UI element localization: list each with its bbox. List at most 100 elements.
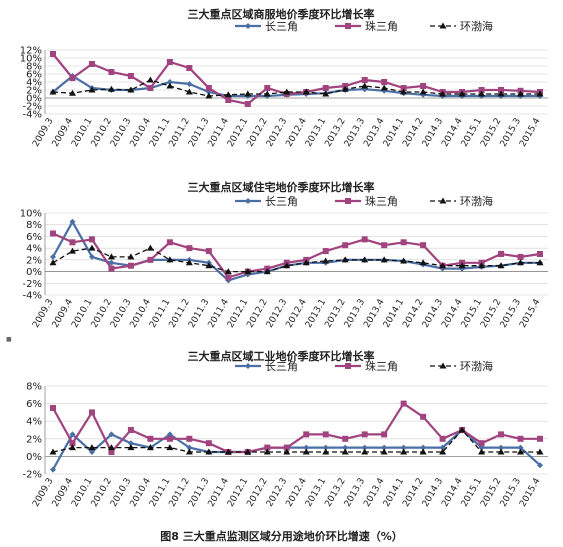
chart-residential: 三大重点区域住宅地价季度环比增长率-4%-2%0%2%4%6%8%10%2009…	[20, 180, 548, 330]
data-point-zsj	[186, 245, 193, 252]
data-point-zsj	[420, 413, 427, 420]
data-point-zsj	[381, 431, 388, 438]
legend-label-hbh: 环渤海	[460, 19, 493, 33]
data-point-csj	[537, 462, 543, 469]
data-point-hbh	[419, 448, 427, 455]
data-point-zsj	[205, 85, 212, 91]
data-point-hbh	[166, 256, 174, 263]
data-point-zsj	[69, 75, 76, 81]
data-point-zsj	[69, 239, 76, 246]
data-point-hbh	[205, 92, 213, 99]
y-axis: -2% 0% 2% 4% 6% 8%	[23, 382, 42, 481]
data-point-hbh	[88, 86, 96, 93]
y-tick-label: 2%	[26, 255, 42, 266]
data-point-hbh	[107, 85, 115, 92]
data-point-hbh	[419, 259, 427, 266]
data-point-zsj	[420, 242, 427, 249]
data-point-hbh	[341, 256, 349, 263]
data-point-zsj	[498, 87, 505, 93]
data-point-hbh	[322, 257, 330, 264]
data-point-zsj	[303, 431, 310, 438]
data-point-hbh	[244, 268, 252, 275]
data-point-csj	[69, 218, 76, 225]
data-point-hbh	[302, 259, 310, 266]
data-point-zsj	[439, 435, 446, 442]
legend-label-zsj: 珠三角	[365, 359, 398, 373]
data-point-hbh	[302, 88, 310, 95]
data-point-csj	[342, 444, 349, 451]
chart-industrial: 三大重点区域工业地价季度环比增长率 -2% 0% 2% 4% 6% 8% 2009.32009…	[23, 349, 548, 509]
data-point-zsj	[108, 69, 115, 75]
data-point-csj	[186, 444, 193, 451]
y-tick-label: 10%	[20, 54, 42, 65]
chart-title: 三大重点区域商服地价季度环比增长率	[188, 7, 375, 21]
data-point-zsj	[147, 435, 154, 442]
data-point-hbh	[497, 448, 505, 455]
data-point-zsj	[498, 431, 505, 438]
series-line-zsj	[52, 402, 540, 454]
y-tick-label: 8%	[26, 62, 42, 73]
data-point-hbh	[458, 90, 466, 97]
data-point-hbh	[536, 448, 544, 455]
data-point-hbh	[68, 444, 76, 451]
data-point-hbh	[205, 262, 213, 269]
data-point-csj	[381, 444, 388, 451]
series-zsj	[50, 51, 543, 107]
data-point-zsj	[322, 431, 329, 438]
data-point-zsj	[244, 101, 251, 107]
data-point-hbh	[341, 448, 349, 455]
data-point-hbh	[439, 262, 447, 269]
data-point-zsj	[537, 251, 543, 257]
series-line-hbh	[52, 247, 540, 273]
data-point-hbh	[497, 90, 505, 97]
y-tick-label: 4%	[26, 417, 42, 428]
legend-marker-csj	[245, 363, 251, 369]
legend-marker-hbh	[439, 197, 447, 204]
data-point-zsj	[205, 440, 212, 447]
data-point-hbh	[302, 448, 310, 455]
data-point-hbh	[478, 262, 486, 269]
data-point-hbh	[146, 76, 154, 83]
data-point-zsj	[400, 239, 407, 246]
data-point-hbh	[497, 262, 505, 269]
data-point-zsj	[108, 449, 115, 455]
legend: 长三角 珠三角 环渤海	[235, 194, 493, 208]
gridlines	[45, 49, 548, 115]
data-point-zsj	[381, 79, 388, 85]
data-point-zsj	[69, 440, 76, 447]
y-axis: -4%-2%0%2%4%6%8%10%	[20, 209, 42, 302]
data-point-hbh	[380, 256, 388, 263]
x-axis: 2009.32009.42010.12010.22010.32010.42011…	[31, 297, 543, 330]
data-point-hbh	[49, 88, 57, 95]
legend: 长三角 珠三角 环渤海	[235, 19, 493, 33]
data-point-zsj	[517, 435, 524, 442]
data-point-zsj	[225, 97, 232, 103]
data-point-zsj	[478, 440, 485, 447]
data-point-zsj	[264, 85, 271, 91]
data-point-hbh	[185, 88, 193, 95]
series-line-zsj	[52, 53, 541, 106]
data-point-csj	[459, 265, 466, 272]
legend-label-csj: 长三角	[265, 360, 298, 373]
data-point-hbh	[185, 448, 193, 455]
legend-label-hbh: 环渤海	[460, 194, 493, 208]
data-point-zsj	[166, 59, 173, 65]
y-tick-label: -2%	[23, 279, 42, 290]
data-point-hbh	[400, 257, 408, 264]
data-point-hbh	[536, 259, 544, 266]
data-point-zsj	[186, 65, 193, 71]
legend-label-zsj: 珠三角	[365, 19, 398, 33]
data-point-zsj	[108, 265, 115, 272]
legend-marker-zsj	[345, 198, 351, 204]
data-point-hbh	[244, 90, 252, 97]
data-point-zsj	[186, 435, 193, 442]
data-point-hbh	[400, 448, 408, 455]
data-point-zsj	[166, 435, 173, 442]
series-csj	[50, 73, 543, 99]
data-point-hbh	[224, 448, 232, 455]
data-point-hbh	[107, 444, 115, 451]
y-tick-label: 8%	[26, 220, 42, 231]
data-point-hbh	[224, 268, 232, 275]
gridlines	[45, 385, 548, 475]
data-point-hbh	[322, 90, 330, 97]
